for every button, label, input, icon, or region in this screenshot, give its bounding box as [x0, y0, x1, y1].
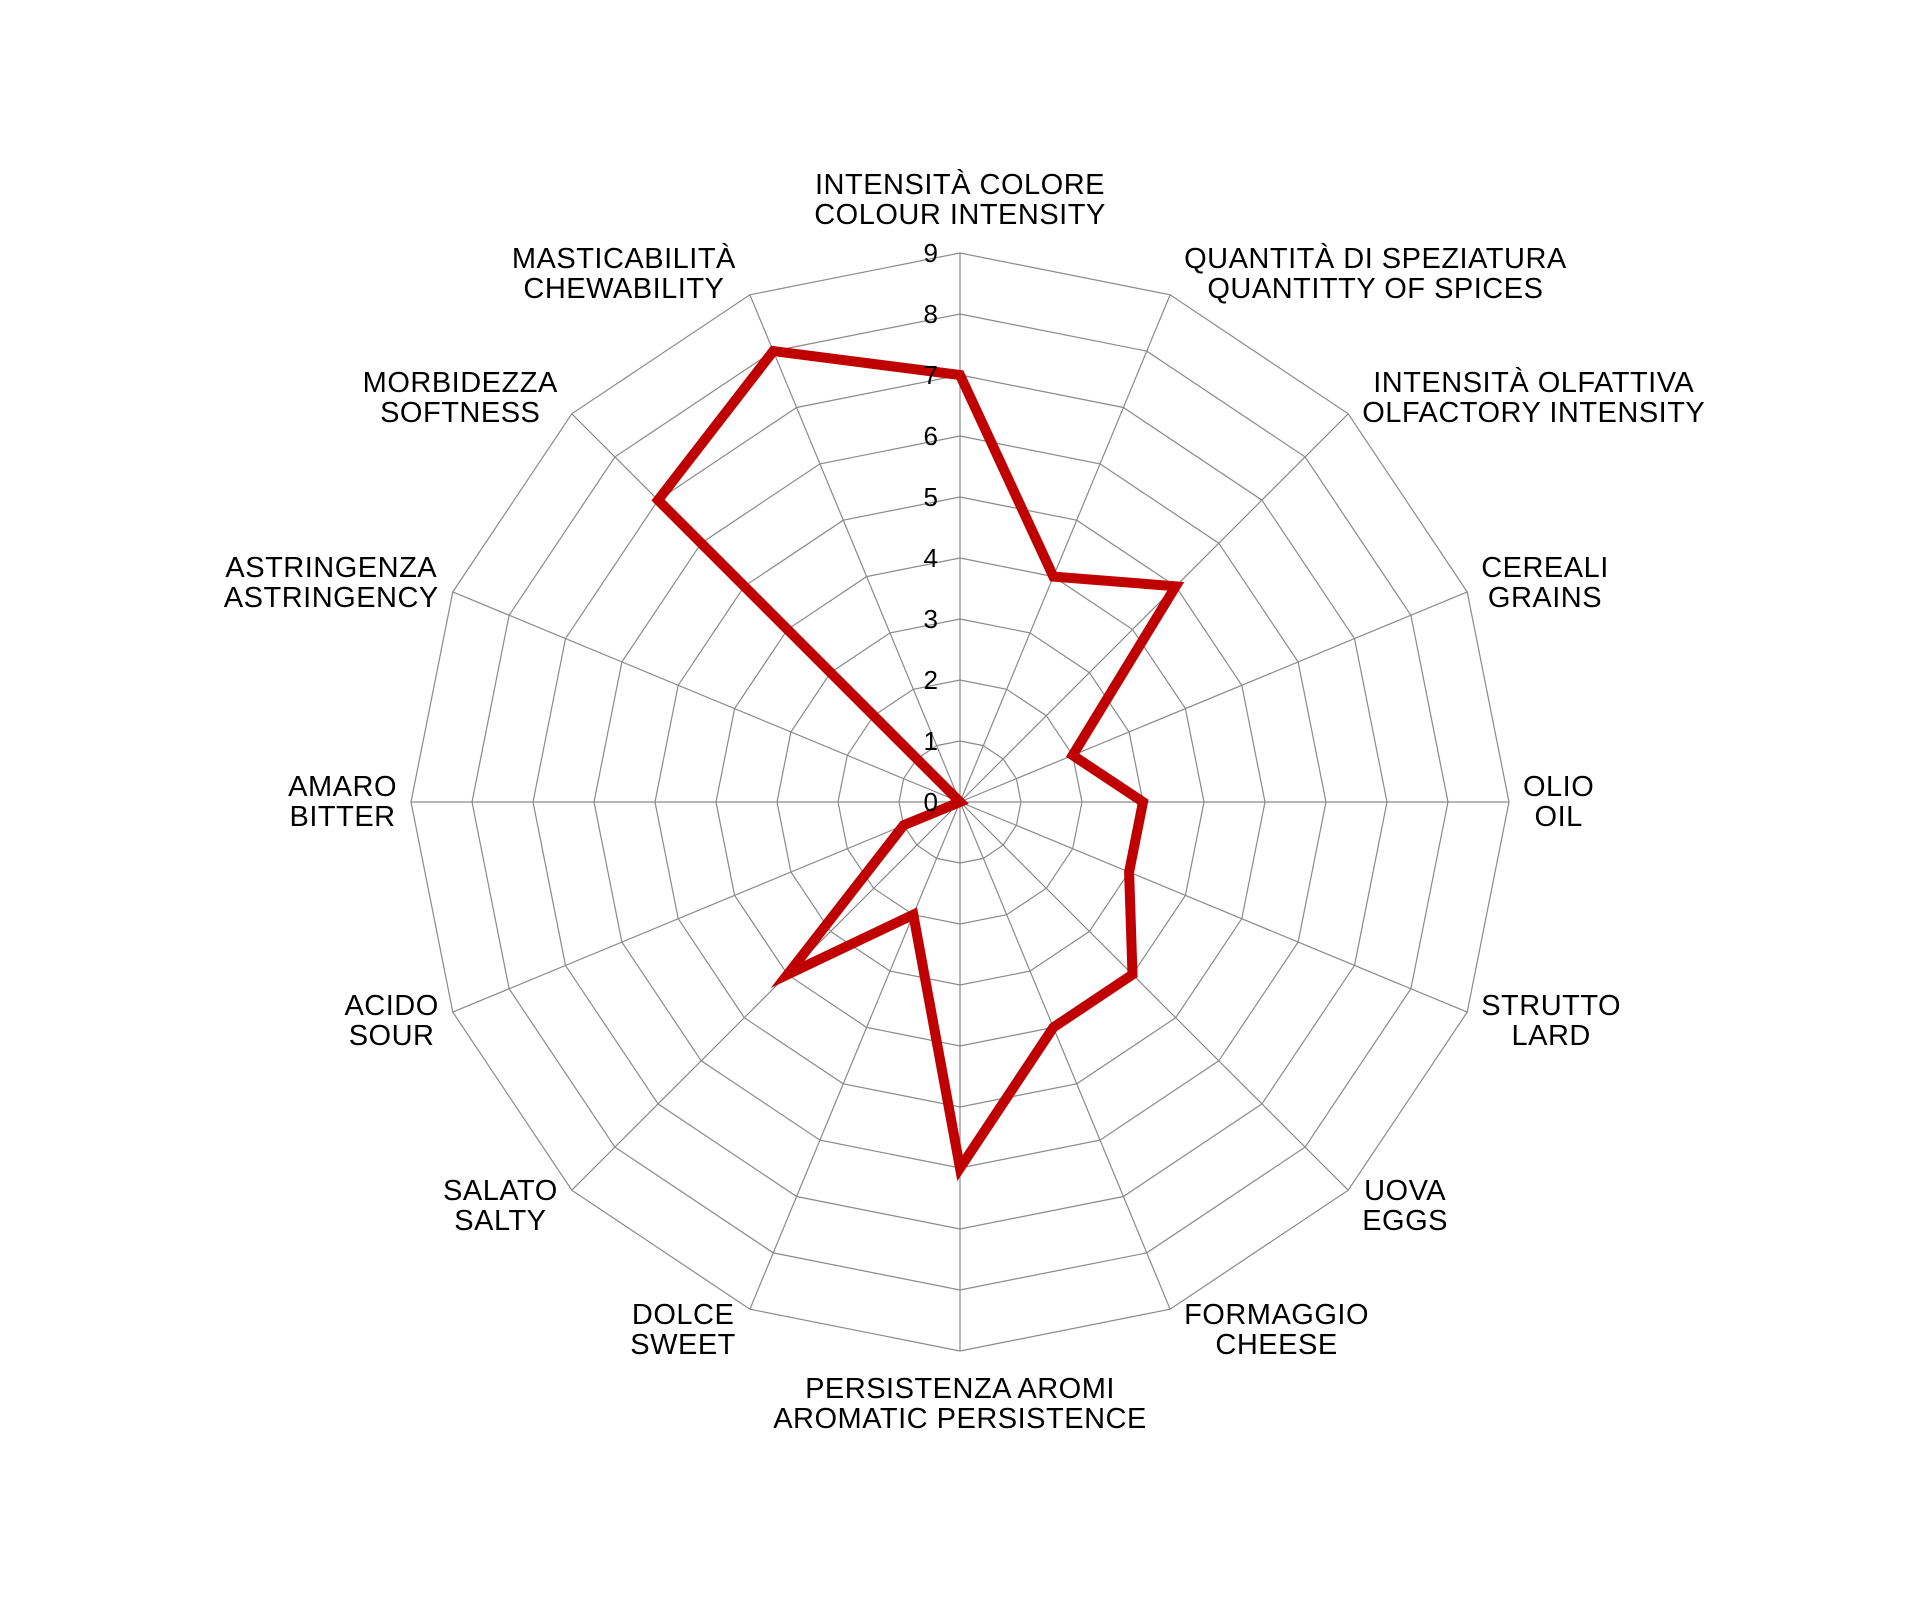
axis-label-line-it: CEREALI	[1481, 552, 1609, 585]
axis-label-line-en: QUANTITTY OF SPICES	[1207, 273, 1544, 306]
axis-label-line-it: OLIO	[1523, 771, 1595, 803]
grid-spoke-salato	[571, 801, 961, 1191]
axis-label-line-it: PERSISTENZA AROMI	[805, 1373, 1115, 1405]
grid-spoke-masticabilita	[749, 294, 961, 803]
grid-spokes	[411, 253, 1509, 1351]
axis-label-line-en: OIL	[1534, 801, 1583, 833]
axis-label-line-it: MASTICABILITÀ	[511, 243, 736, 276]
axis-label-line-it: DOLCE	[631, 1298, 735, 1331]
axis-label-line-it: ACIDO	[344, 989, 439, 1022]
grid-spoke-strutto	[959, 801, 1468, 1013]
axis-label-line-en: OLFACTORY INTENSITY	[1362, 397, 1706, 430]
axis-label-line-it: MORBIDEZZA	[362, 367, 558, 400]
axis-label-line-it: UOVA	[1364, 1174, 1447, 1207]
axis-label-amaro: AMARO BITTER	[288, 772, 397, 832]
axis-label-line-it: STRUTTO	[1481, 989, 1622, 1022]
radial-tick-5: 5	[923, 482, 938, 512]
axis-label-line-en: AROMATIC PERSISTENCE	[773, 1403, 1147, 1435]
axis-label-line-it: QUANTITÀ DI SPEZIATURA	[1184, 243, 1567, 276]
radial-tick-9: 9	[923, 238, 938, 268]
radial-tick-3: 3	[923, 604, 938, 634]
axis-label-dolce: DOLCE SWEET	[630, 1300, 736, 1360]
radial-tick-8: 8	[923, 299, 938, 329]
axis-label-morbidezza: MORBIDEZZA SOFTNESS	[363, 368, 558, 428]
series-polygon-group	[651, 345, 1185, 1182]
series-polygon	[651, 345, 1185, 1182]
axis-label-uova: UOVA EGGS	[1362, 1176, 1448, 1236]
axis-label-line-it: INTENSITÀ OLFATTIVA	[1373, 367, 1695, 400]
axis-label-intensita-colore: INTENSITÀ COLORE COLOUR INTENSITY	[814, 170, 1106, 230]
axis-label-persistenza-aromi: PERSISTENZA AROMI AROMATIC PERSISTENCE	[773, 1374, 1147, 1434]
radial-tick-6: 6	[923, 421, 938, 451]
axis-label-line-en: CHEWABILITY	[523, 273, 725, 306]
grid-spoke-formaggio	[959, 801, 1171, 1310]
axis-label-formaggio: FORMAGGIO CHEESE	[1184, 1300, 1369, 1360]
axis-label-quantita-di-speziatura: QUANTITÀ DI SPEZIATURA QUANTITTY OF SPICE…	[1184, 244, 1567, 304]
axis-label-line-en: EGGS	[1362, 1204, 1448, 1237]
grid-spoke-cereali	[959, 591, 1468, 803]
grid-spoke-astringenza	[452, 591, 961, 803]
axis-label-line-en: LARD	[1511, 1019, 1591, 1052]
axis-label-line-it: AMARO	[288, 771, 397, 803]
axis-label-line-en: SOFTNESS	[380, 397, 541, 430]
axis-label-line-it: ASTRINGENZA	[225, 552, 438, 585]
axis-label-intensita-olfattiva: INTENSITÀ OLFATTIVA OLFACTORY INTENSITY	[1362, 368, 1705, 428]
axis-label-line-en: COLOUR INTENSITY	[814, 199, 1106, 231]
axis-label-line-en: SWEET	[630, 1328, 736, 1361]
radial-tick-0: 0	[923, 787, 938, 817]
axis-label-acido: ACIDO SOUR	[344, 991, 438, 1051]
axis-label-salato: SALATO SALTY	[443, 1176, 558, 1236]
axis-label-line-en: SOUR	[348, 1019, 435, 1052]
axis-label-line-en: SALTY	[454, 1204, 547, 1237]
radial-tick-1: 1	[923, 726, 938, 756]
grid-spoke-quantita-di-speziatura	[959, 294, 1171, 803]
radial-tick-2: 2	[923, 665, 938, 695]
axis-label-line-it: INTENSITÀ COLORE	[815, 169, 1105, 201]
axis-label-cereali: CEREALI GRAINS	[1481, 553, 1609, 613]
grid-spoke-uova	[959, 801, 1349, 1191]
axis-label-line-it: SALATO	[443, 1174, 558, 1207]
grid-spoke-acido	[452, 801, 961, 1013]
axis-label-astringenza: ASTRINGENZA ASTRINGENCY	[224, 553, 439, 613]
grid-spoke-dolce	[749, 801, 961, 1310]
grid-spoke-intensita-olfattiva	[959, 413, 1349, 803]
axis-label-strutto: STRUTTO LARD	[1481, 991, 1621, 1051]
radial-tick-7: 7	[923, 360, 938, 390]
axis-label-line-it: FORMAGGIO	[1184, 1298, 1370, 1331]
axis-label-olio: OLIO OIL	[1523, 772, 1594, 832]
axis-label-line-en: ASTRINGENCY	[223, 582, 439, 615]
axis-label-line-en: BITTER	[289, 801, 396, 833]
axis-label-line-en: CHEESE	[1215, 1328, 1338, 1361]
axis-label-line-en: GRAINS	[1487, 582, 1603, 615]
axis-label-masticabilita: MASTICABILITÀ CHEWABILITY	[512, 244, 736, 304]
radial-tick-4: 4	[923, 543, 938, 573]
